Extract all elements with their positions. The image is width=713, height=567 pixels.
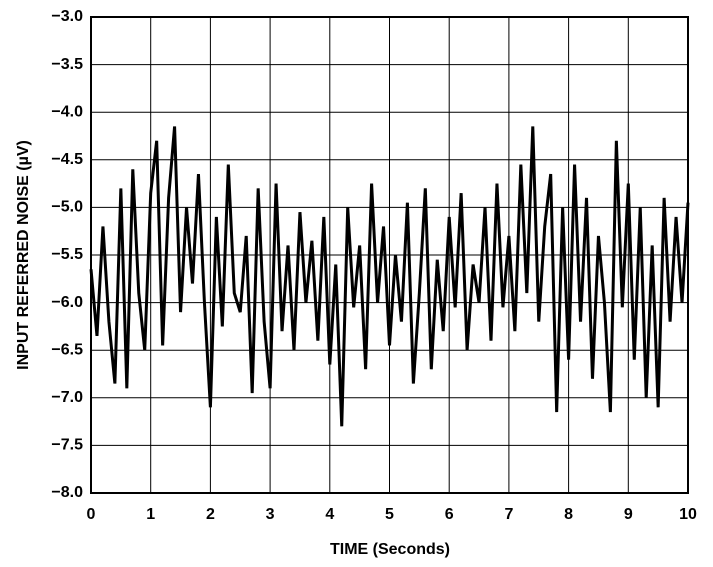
plot <box>89 126 690 427</box>
y-tick-label: −3.0 <box>51 8 83 25</box>
x-tick-label: 8 <box>564 506 573 523</box>
y-tick-label: −6.0 <box>51 294 83 311</box>
x-tick-label: 2 <box>206 506 215 523</box>
x-tick-label: 7 <box>504 506 513 523</box>
y-tick-label: −7.5 <box>51 437 83 454</box>
x-axis-title: TIME (Seconds) <box>330 541 450 558</box>
y-tick-label: −7.0 <box>51 389 83 406</box>
y-axis-title: INPUT REFERRED NOISE (µV) <box>15 140 32 370</box>
y-tick-label: −6.5 <box>51 341 83 358</box>
y-tick-label: −3.5 <box>51 56 83 73</box>
x-tick-label: 10 <box>679 506 697 523</box>
x-tick-label: 1 <box>146 506 155 523</box>
y-tick-label: −4.5 <box>51 151 83 168</box>
x-tick-label: 3 <box>266 506 275 523</box>
y-tick-label: −5.0 <box>51 199 83 216</box>
noise-line <box>89 126 690 427</box>
x-tick-label: 5 <box>385 506 394 523</box>
y-tick-label: −4.0 <box>51 103 83 120</box>
y-tick-label: −5.5 <box>51 246 83 263</box>
plot-frame <box>90 16 689 494</box>
x-tick-label: 9 <box>624 506 633 523</box>
x-tick-label: 0 <box>87 506 96 523</box>
y-tick-label: −8.0 <box>51 484 83 501</box>
x-tick-label: 4 <box>325 506 334 523</box>
x-tick-label: 6 <box>445 506 454 523</box>
